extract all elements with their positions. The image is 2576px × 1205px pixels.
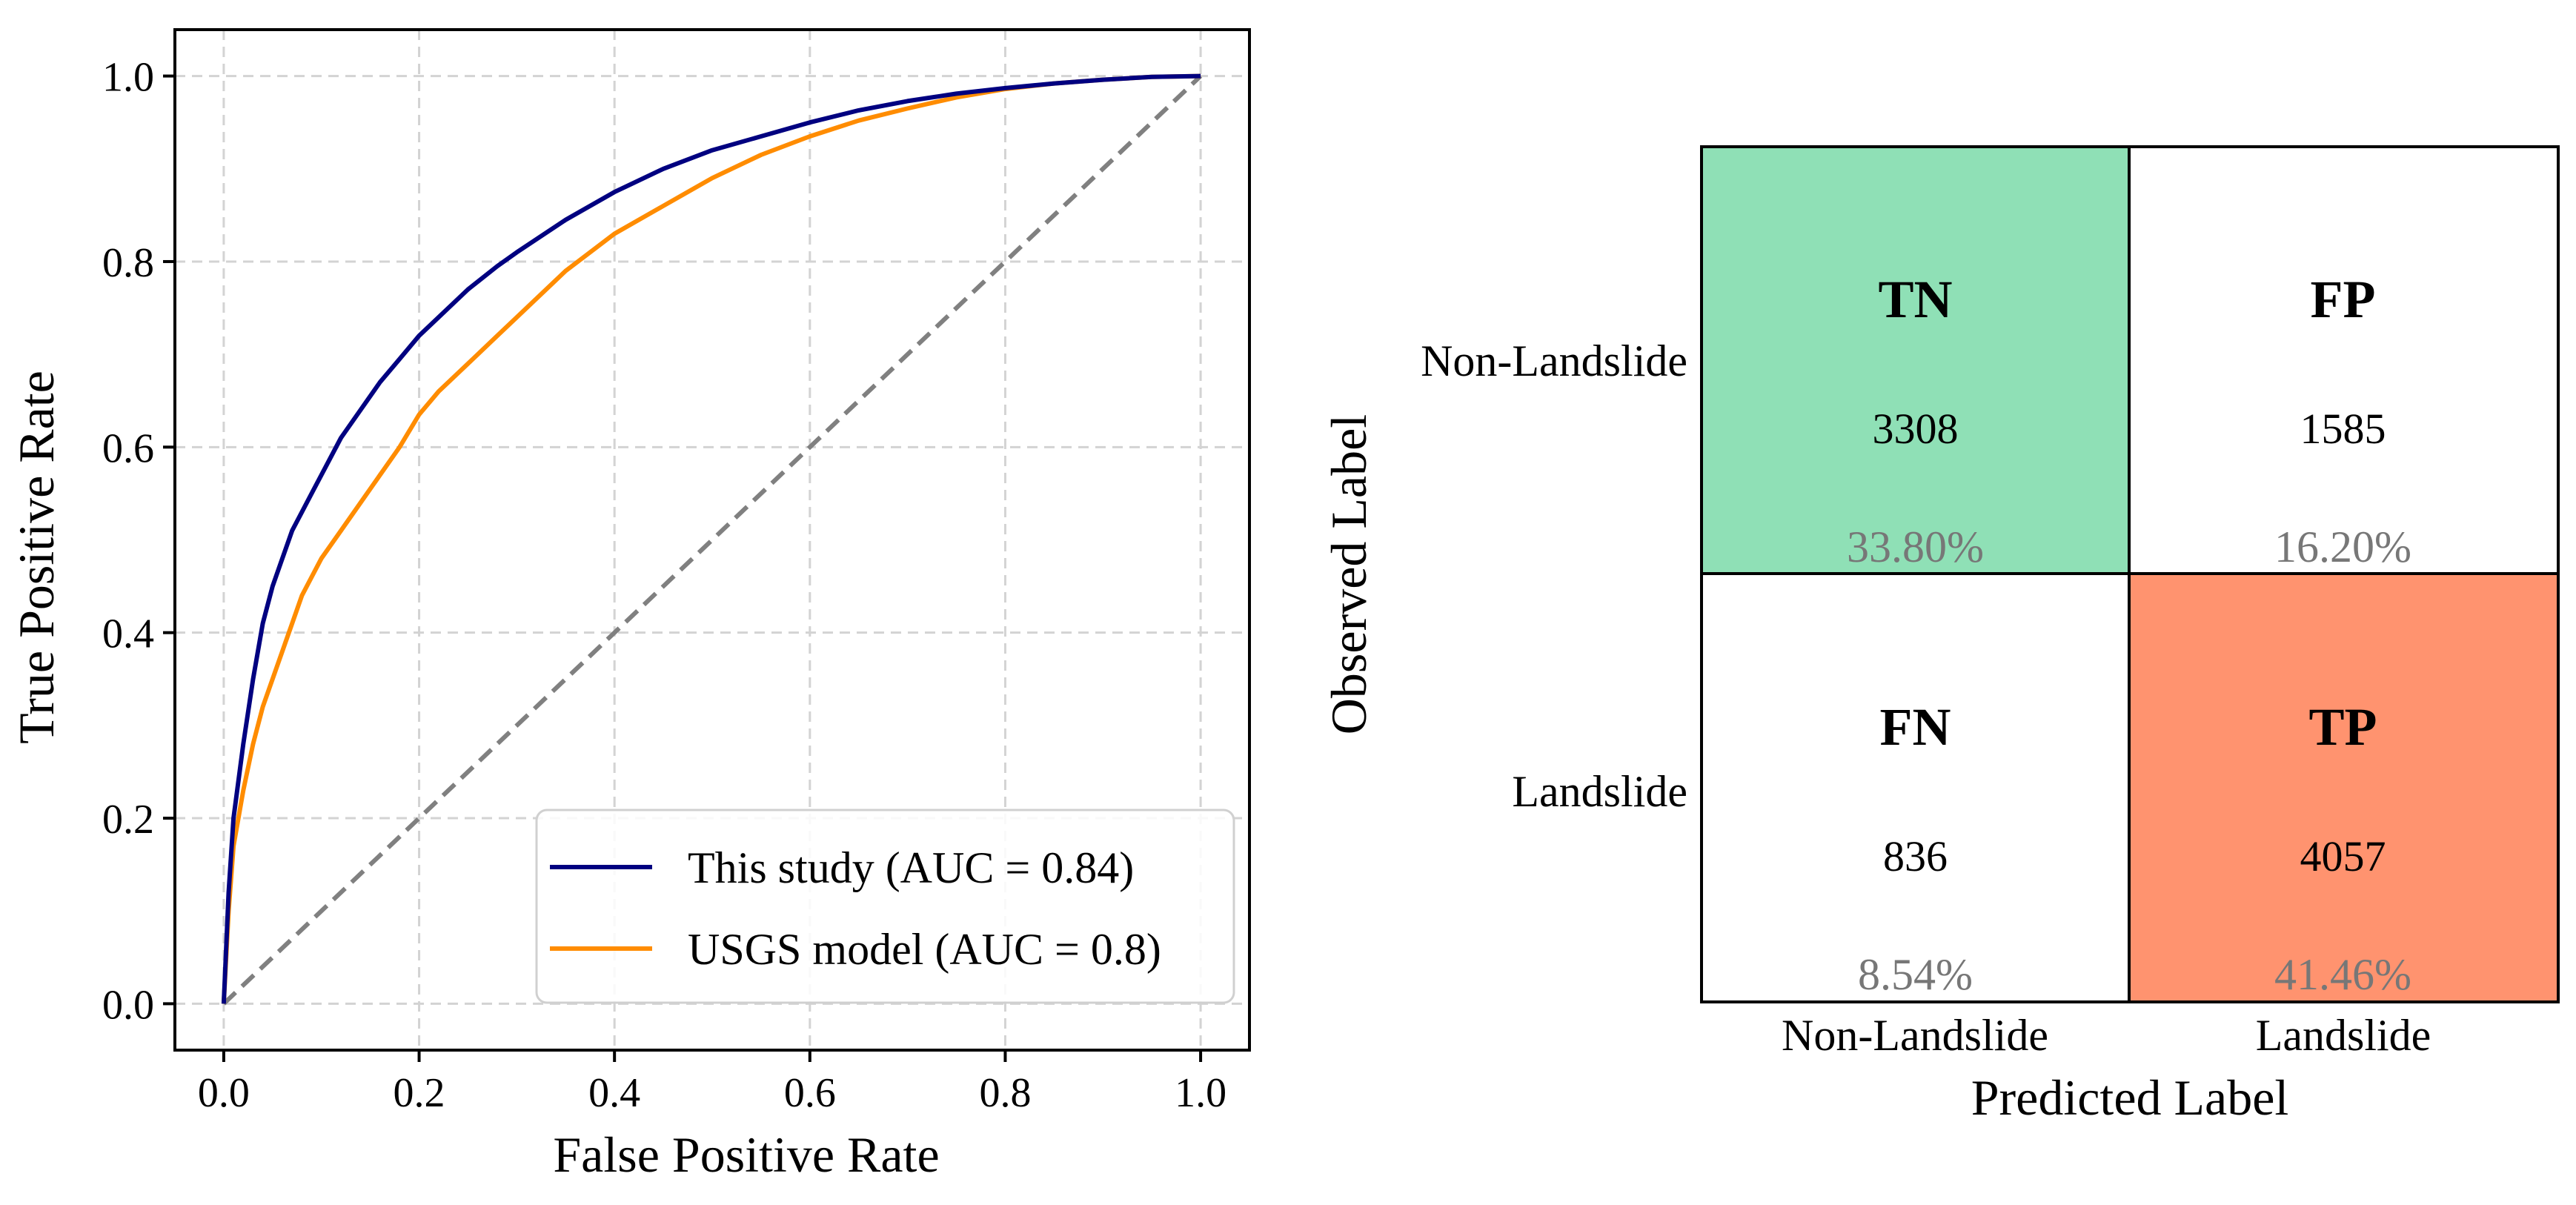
- cm-cell-tp: [2129, 574, 2557, 1002]
- roc-chart: 0.0 0.2 0.4 0.6 0.8 1.0 0.0 0.2 0.4 0.6 0.8 1.0 Fal…: [8, 28, 1251, 1183]
- roc-y-tick-label: 0.4: [102, 611, 154, 657]
- roc-plot-frame: [173, 28, 1251, 1052]
- cm-x-axis-label: Predicted Label: [1971, 1069, 2289, 1126]
- cm-cell-fp-label: FP: [2311, 270, 2376, 329]
- cm-frame: [1700, 145, 2560, 1003]
- cm-y-axis-label: Observed Label: [1321, 414, 1377, 734]
- roc-x-axis-label: False Positive Rate: [553, 1126, 939, 1183]
- cm-cell-fp-count: 1585: [2300, 405, 2386, 453]
- cm-cell-tn-percent: 33.80%: [1847, 522, 1984, 571]
- cm-x-tick-non-landslide: Non-Landslide: [1782, 1011, 2048, 1060]
- confusion-matrix: TN 3308 33.80% FP 1585 16.20% FN 836 8.54% TP 4057…: [1321, 145, 2560, 1126]
- roc-y-tick-label: 0.6: [102, 425, 154, 471]
- roc-x-tick-label: 1.0: [1175, 1070, 1226, 1116]
- cm-cell-fn: [1702, 574, 2129, 1002]
- roc-x-tick-label: 0.2: [394, 1070, 445, 1116]
- roc-y-tick-label: 1.0: [102, 55, 154, 101]
- roc-x-tick-label: 0.8: [979, 1070, 1031, 1116]
- cm-cell-tp-label: TP: [2308, 697, 2377, 757]
- roc-legend: This study (AUC = 0.84) USGS model (AUC …: [535, 809, 1235, 1004]
- roc-x-tick-label: 0.0: [198, 1070, 250, 1116]
- cm-y-tick-non-landslide: Non-Landslide: [1421, 336, 1687, 385]
- roc-y-tick-label: 0.8: [102, 240, 154, 286]
- cm-y-tick-landslide: Landslide: [1512, 767, 1687, 816]
- roc-legend-label-this-study: This study (AUC = 0.84): [688, 843, 1134, 892]
- cm-cell-fn-label: FN: [1880, 697, 1951, 757]
- roc-y-axis-label: True Positive Rate: [8, 371, 64, 744]
- cm-cell-fp-percent: 16.20%: [2274, 522, 2411, 571]
- cm-x-tick-landslide: Landslide: [2256, 1011, 2431, 1060]
- roc-x-tick-label: 0.4: [588, 1070, 640, 1116]
- cm-cell-tn-count: 3308: [1873, 405, 1959, 453]
- cm-cell-tn-label: TN: [1878, 270, 1952, 329]
- roc-series-group: [221, 73, 1203, 1006]
- cm-cell-fn-percent: 8.54%: [1858, 950, 1973, 999]
- roc-ticks: 0.0 0.2 0.4 0.6 0.8 1.0 0.0 0.2 0.4 0.6 0.8 1.0: [102, 55, 1226, 1116]
- cm-cell-tp-count: 4057: [2300, 832, 2386, 880]
- roc-chance-diagonal: [222, 74, 1203, 1006]
- cm-cells: TN 3308 33.80% FP 1585 16.20% FN 836 8.54% TP 4057…: [1702, 147, 2557, 1002]
- cm-cell-fn-count: 836: [1883, 832, 1948, 880]
- cm-cell-tn: [1702, 147, 2129, 574]
- roc-y-tick-label: 0.0: [102, 982, 154, 1028]
- roc-legend-label-usgs: USGS model (AUC = 0.8): [688, 925, 1161, 974]
- roc-curve-this-study: [221, 73, 1201, 1004]
- cm-cell-fp: [2129, 147, 2557, 574]
- roc-legend-box: [535, 809, 1235, 1004]
- cm-cell-tp-percent: 41.46%: [2274, 950, 2411, 999]
- roc-curve-usgs-model: [221, 73, 1201, 1004]
- roc-x-tick-label: 0.6: [784, 1070, 836, 1116]
- roc-y-tick-label: 0.2: [102, 797, 154, 843]
